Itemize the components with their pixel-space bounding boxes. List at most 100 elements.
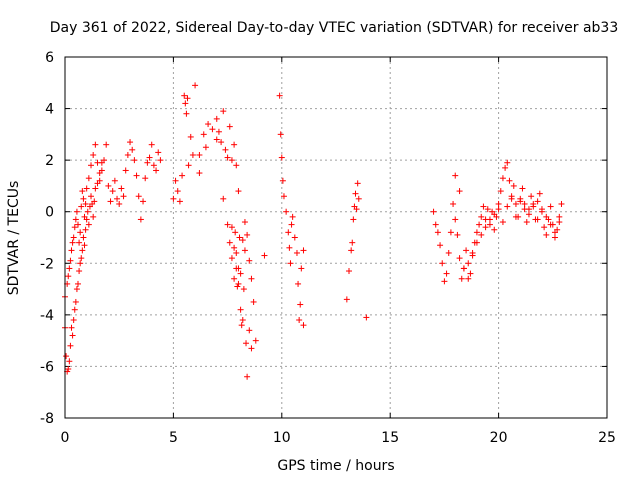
data-point-marker xyxy=(293,249,300,256)
data-point-marker xyxy=(473,239,480,246)
data-point-marker xyxy=(280,193,287,200)
data-point-marker xyxy=(80,195,87,202)
data-point-marker xyxy=(430,208,437,215)
data-point-marker xyxy=(495,200,502,207)
data-point-marker xyxy=(140,198,147,205)
data-point-marker xyxy=(73,286,80,293)
data-point-marker xyxy=(153,167,160,174)
data-point-marker xyxy=(146,154,153,161)
data-point-marker xyxy=(346,268,353,275)
data-point-marker xyxy=(127,139,134,146)
data-point-marker xyxy=(248,275,255,282)
data-point-marker xyxy=(261,252,268,259)
data-point-marker xyxy=(456,188,463,195)
data-point-marker xyxy=(78,255,85,262)
data-point-marker xyxy=(538,208,545,215)
data-point-marker xyxy=(79,247,86,254)
data-point-marker xyxy=(231,244,238,251)
data-point-marker xyxy=(68,247,75,254)
data-point-marker xyxy=(129,146,136,153)
data-point-marker xyxy=(189,151,196,158)
data-point-marker xyxy=(133,172,140,179)
data-point-marker xyxy=(116,200,123,207)
data-point-marker xyxy=(82,200,89,207)
data-point-marker xyxy=(224,154,231,161)
data-point-marker xyxy=(288,221,295,228)
data-point-marker xyxy=(465,275,472,282)
data-point-marker xyxy=(92,185,99,192)
data-point-marker xyxy=(534,216,541,223)
data-point-marker xyxy=(465,260,472,267)
data-point-marker xyxy=(285,229,292,236)
data-point-marker xyxy=(519,185,526,192)
data-point-marker xyxy=(551,234,558,241)
data-point-marker xyxy=(283,208,290,215)
data-point-marker xyxy=(240,286,247,293)
data-point-marker xyxy=(252,337,259,344)
data-point-marker xyxy=(90,213,97,220)
data-point-marker xyxy=(183,110,190,117)
data-point-marker xyxy=(354,180,361,187)
data-point-marker xyxy=(534,198,541,205)
data-point-marker xyxy=(81,242,88,249)
data-point-marker xyxy=(353,206,360,213)
data-point-marker xyxy=(220,195,227,202)
y-tick-label: -4 xyxy=(40,308,54,324)
plot-frame xyxy=(64,56,608,419)
data-point-marker xyxy=(85,221,92,228)
data-point-marker xyxy=(482,224,489,231)
data-point-marker xyxy=(192,82,199,89)
data-point-marker xyxy=(512,213,519,220)
data-point-marker xyxy=(469,252,476,259)
data-point-marker xyxy=(447,229,454,236)
data-point-marker xyxy=(109,188,116,195)
data-point-marker xyxy=(551,229,558,236)
data-point-marker xyxy=(142,175,149,182)
data-point-marker xyxy=(94,180,101,187)
data-point-marker xyxy=(231,141,238,148)
data-point-marker xyxy=(355,195,362,202)
data-point-marker xyxy=(486,216,493,223)
y-tick-label: 0 xyxy=(45,205,54,221)
data-point-marker xyxy=(226,239,233,246)
data-point-marker xyxy=(246,257,253,264)
data-point-marker xyxy=(118,185,125,192)
data-point-marker xyxy=(289,213,296,220)
data-point-marker xyxy=(66,358,73,365)
data-point-marker xyxy=(512,200,519,207)
data-point-marker xyxy=(122,167,129,174)
data-point-marker xyxy=(547,221,554,228)
data-point-marker xyxy=(556,219,563,226)
data-point-marker xyxy=(478,213,485,220)
y-tick-label: 4 xyxy=(45,102,54,118)
data-point-marker xyxy=(80,234,87,241)
data-point-marker xyxy=(491,226,498,233)
x-tick-label: 25 xyxy=(598,430,616,446)
data-point-marker xyxy=(182,100,189,107)
data-point-marker xyxy=(78,203,85,210)
data-point-marker xyxy=(88,193,95,200)
data-point-marker xyxy=(467,270,474,277)
data-point-marker xyxy=(105,182,112,189)
data-point-marker xyxy=(91,198,98,205)
data-point-marker xyxy=(437,242,444,249)
data-point-marker xyxy=(200,131,207,138)
data-point-marker xyxy=(96,170,103,177)
data-point-marker xyxy=(184,95,191,102)
data-point-marker xyxy=(279,177,286,184)
data-points xyxy=(62,82,565,380)
data-point-marker xyxy=(172,177,179,184)
data-point-marker xyxy=(68,324,75,331)
data-point-marker xyxy=(73,208,80,215)
data-point-marker xyxy=(233,265,240,272)
data-point-marker xyxy=(476,221,483,228)
data-point-marker xyxy=(236,234,243,241)
data-point-marker xyxy=(75,280,82,287)
data-point-marker xyxy=(454,231,461,238)
data-point-marker xyxy=(543,213,550,220)
data-point-marker xyxy=(111,177,118,184)
data-point-marker xyxy=(243,340,250,347)
data-point-marker xyxy=(98,159,105,166)
data-point-marker xyxy=(363,314,370,321)
